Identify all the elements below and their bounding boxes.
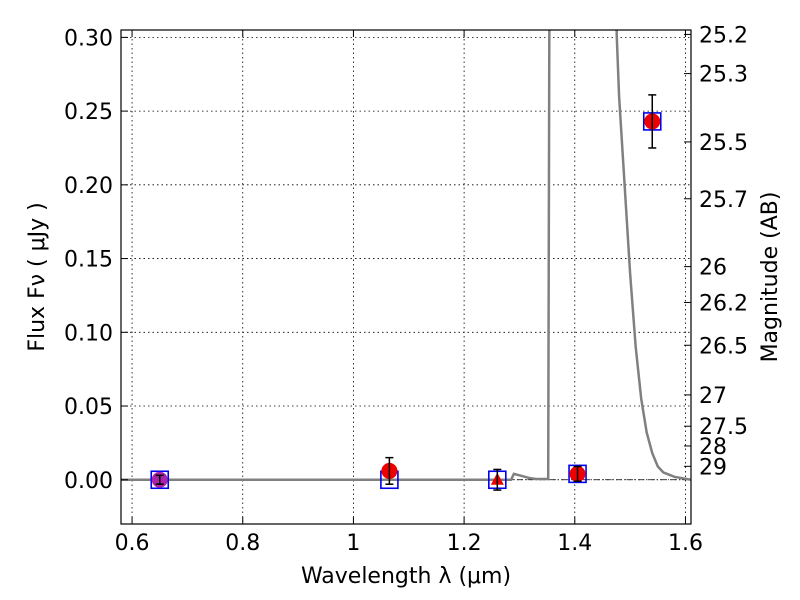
y-axis-label: Flux Fν ( μJy ) — [25, 202, 50, 351]
y2-tick-label: 26.5 — [699, 334, 748, 359]
y2-tick-label: 25.2 — [699, 23, 748, 48]
x-tick-label: 1.4 — [557, 531, 592, 556]
y-tick-label: 0.10 — [64, 321, 113, 346]
y-tick-label: 0.30 — [64, 26, 113, 51]
plot-frame — [120, 29, 692, 525]
y2-tick-label: 28 — [699, 435, 727, 460]
y2-tick-label: 27.5 — [699, 415, 748, 440]
y2-tick-label: 26 — [699, 256, 727, 281]
y2-tick-label: 27 — [699, 384, 727, 409]
x-tick-label: 1 — [346, 531, 360, 556]
model-band-square — [150, 470, 170, 490]
model-band-square — [568, 464, 587, 484]
model-spectrum — [121, 30, 691, 482]
y2-axis-label: Magnitude (AB) — [758, 192, 783, 363]
y-tick-label: 0.00 — [64, 469, 113, 494]
y2-tick-label: 25.5 — [699, 131, 748, 156]
y-tick-label: 0.05 — [64, 395, 113, 420]
y2-tick-label: 25.7 — [699, 188, 748, 213]
y2-tick-label: 25.3 — [699, 63, 748, 88]
grid — [121, 30, 691, 524]
data-markers — [150, 94, 662, 491]
y-tick-label: 0.25 — [64, 100, 113, 125]
x-tick-label: 0.8 — [225, 531, 260, 556]
x-tick-label: 1.6 — [668, 531, 703, 556]
y2-tick-label: 26.2 — [699, 291, 748, 316]
y-tick-label: 0.15 — [64, 248, 113, 273]
y-tick-label: 0.20 — [64, 174, 113, 199]
model-spectrum-line — [121, 30, 691, 482]
y2-tick-label: 29 — [699, 455, 727, 480]
axis-ticks: 0.6 0.8 1 1.2 1.4 1.6 0.00 0.05 0.10 0.15 0.20 0.25… — [64, 23, 748, 556]
x-tick-label: 1.2 — [447, 531, 482, 556]
x-axis-label: Wavelength λ (μm) — [301, 564, 511, 589]
x-tick-label: 0.6 — [115, 531, 150, 556]
